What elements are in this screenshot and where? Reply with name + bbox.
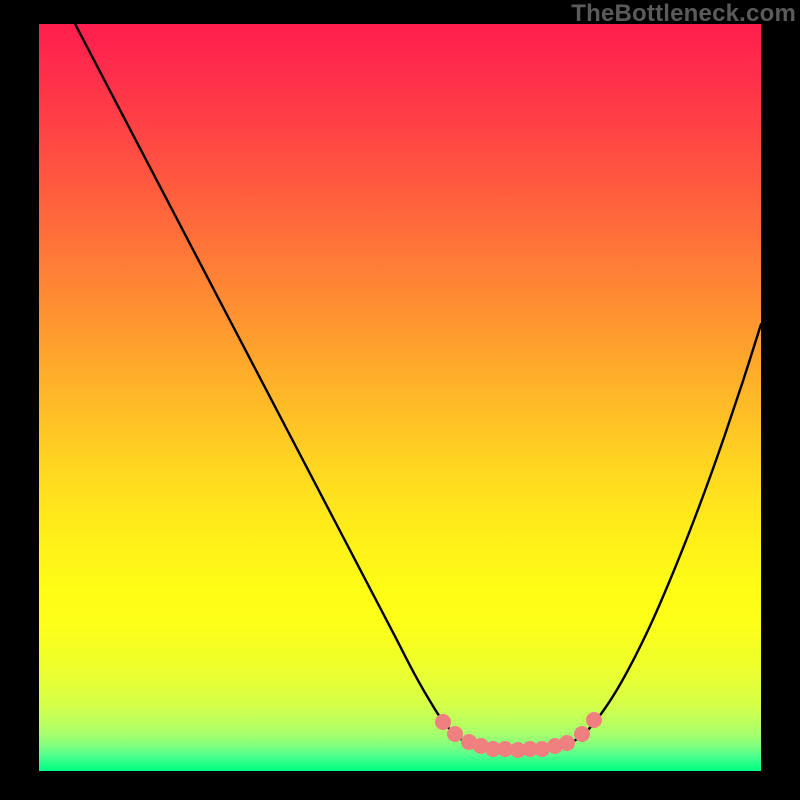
chart-stage: TheBottleneck.com xyxy=(0,0,800,800)
curve-marker xyxy=(586,712,602,728)
plot-area xyxy=(39,24,761,771)
bottleneck-curve xyxy=(39,24,761,771)
curve-marker xyxy=(559,735,575,751)
curve-marker xyxy=(574,726,590,742)
